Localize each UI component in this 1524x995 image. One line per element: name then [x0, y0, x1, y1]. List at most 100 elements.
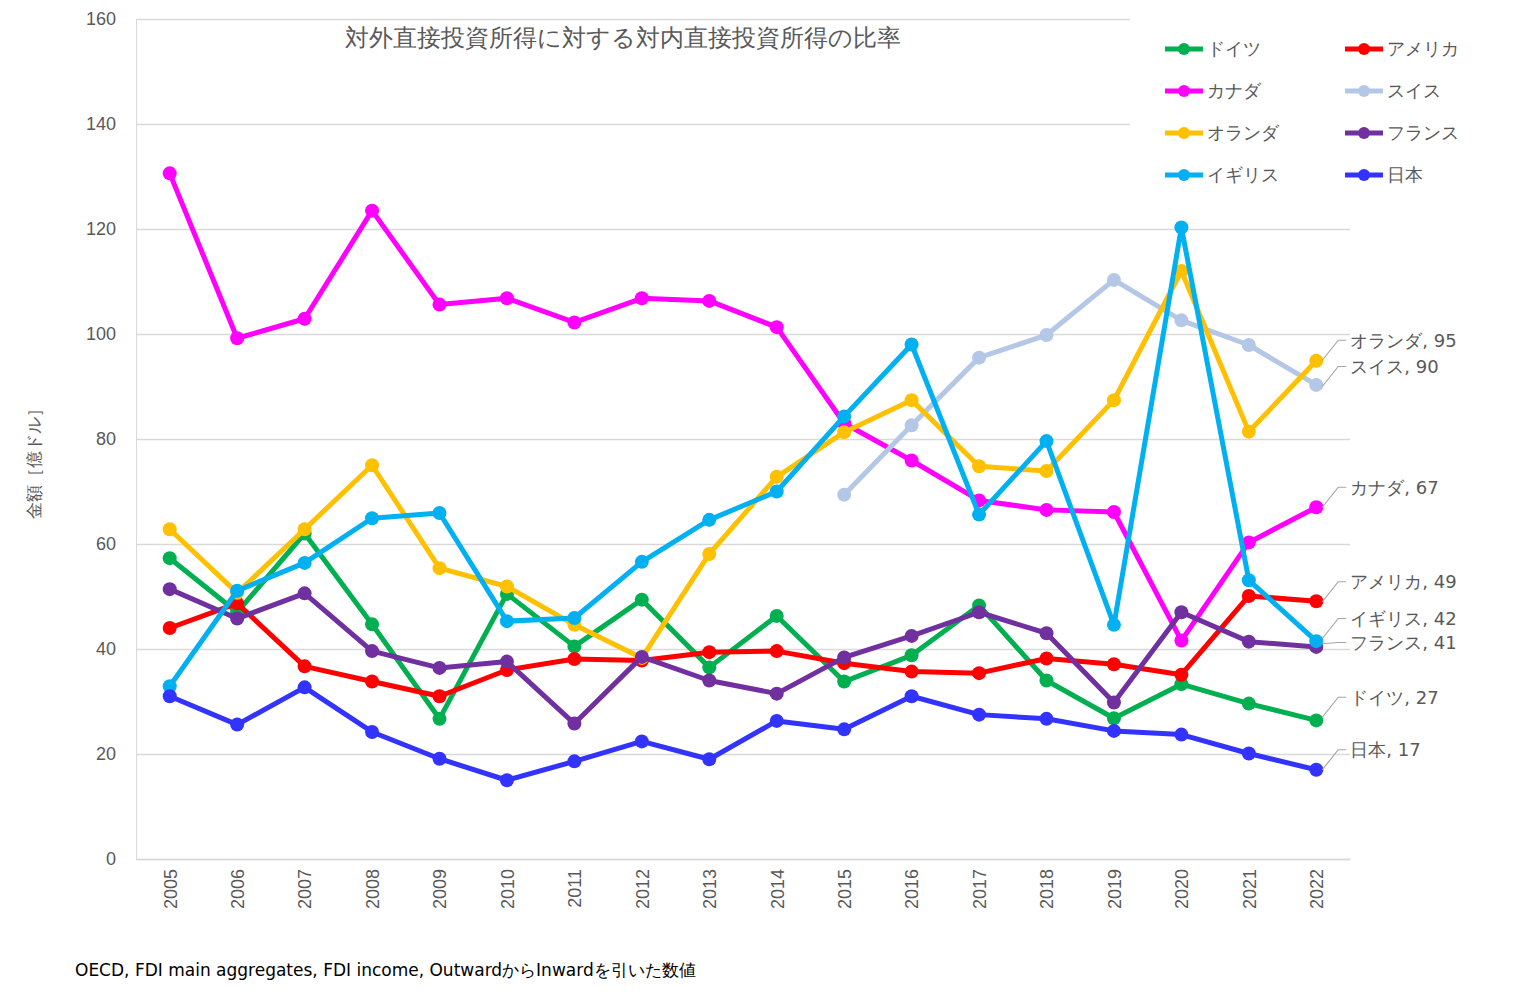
point-marker	[163, 166, 177, 180]
point-marker	[500, 291, 514, 305]
point-marker	[905, 665, 919, 679]
point-marker	[837, 409, 851, 423]
point-marker	[365, 617, 379, 631]
leader-line	[1322, 750, 1346, 770]
x-tick-label: 2012	[633, 869, 653, 909]
x-tick: 2015	[835, 859, 855, 909]
point-marker	[702, 513, 716, 527]
annotations: オランダ, 95スイス, 90カナダ, 67アメリカ, 49イギリス, 42フラ…	[1322, 330, 1456, 770]
point-marker	[972, 605, 986, 619]
grid-line	[136, 754, 1350, 755]
x-tick: 2016	[902, 859, 922, 909]
x-tick-label: 2007	[295, 869, 315, 909]
point-marker	[567, 754, 581, 768]
y-tick: 120	[86, 219, 1350, 239]
point-marker	[1309, 634, 1323, 648]
point-marker	[298, 586, 312, 600]
x-tick-label: 2017	[970, 869, 990, 909]
point-marker	[1242, 338, 1256, 352]
point-marker	[433, 506, 447, 520]
point-marker	[1107, 724, 1121, 738]
point-marker	[702, 752, 716, 766]
series-line	[170, 173, 1317, 640]
series	[163, 527, 1324, 728]
legend-marker	[1178, 85, 1190, 97]
point-marker	[1107, 711, 1121, 725]
point-marker	[298, 680, 312, 694]
point-marker	[1242, 697, 1256, 711]
point-marker	[433, 561, 447, 575]
legend-label: カナダ	[1207, 80, 1262, 101]
y-tick: 0	[106, 849, 1350, 869]
point-marker	[770, 714, 784, 728]
legend-item: アメリカ	[1345, 38, 1459, 59]
point-marker	[1309, 594, 1323, 608]
end-label: ドイツ, 27	[1350, 687, 1438, 708]
series	[163, 220, 1324, 693]
point-marker	[635, 291, 649, 305]
point-marker	[1242, 746, 1256, 760]
series	[163, 680, 1324, 787]
point-marker	[433, 298, 447, 312]
x-tick-label: 2005	[161, 869, 181, 909]
point-marker	[433, 661, 447, 675]
point-marker	[770, 687, 784, 701]
x-tick: 2014	[768, 859, 788, 909]
point-marker	[298, 312, 312, 326]
y-tick-label: 40	[96, 639, 116, 659]
point-marker	[1174, 634, 1188, 648]
x-tick: 2013	[700, 859, 720, 909]
y-tick: 80	[96, 429, 1350, 449]
point-marker	[1040, 464, 1054, 478]
point-marker	[1040, 503, 1054, 517]
point-marker	[365, 511, 379, 525]
end-label: フランス, 41	[1350, 632, 1456, 653]
y-tick-label: 20	[96, 744, 116, 764]
x-tick-label: 2010	[498, 869, 518, 909]
point-marker	[770, 644, 784, 658]
y-tick-label: 60	[96, 534, 116, 554]
point-marker	[1174, 220, 1188, 234]
point-marker	[905, 689, 919, 703]
legend-item: カナダ	[1165, 80, 1262, 101]
series-line	[844, 280, 1316, 495]
point-marker	[1040, 434, 1054, 448]
y-tick-label: 120	[86, 219, 116, 239]
point-marker	[1040, 712, 1054, 726]
leader-line	[1322, 619, 1346, 639]
x-tick-label: 2006	[228, 869, 248, 909]
point-marker	[905, 393, 919, 407]
y-axis-title: 金額［億ドル］	[24, 400, 44, 519]
x-tick-label: 2021	[1240, 869, 1260, 909]
point-marker	[1242, 573, 1256, 587]
end-label: スイス, 90	[1350, 356, 1438, 377]
point-marker	[1174, 605, 1188, 619]
legend-item: ドイツ	[1165, 38, 1261, 59]
legend-label: 日本	[1387, 164, 1423, 185]
end-label: アメリカ, 49	[1350, 571, 1456, 592]
point-marker	[1242, 425, 1256, 439]
point-marker	[1174, 313, 1188, 327]
point-marker	[702, 294, 716, 308]
series-line	[170, 227, 1317, 686]
point-marker	[905, 338, 919, 352]
source-note: OECD, FDI main aggregates, FDI income, O…	[75, 960, 696, 980]
chart: 0204060801001201401602005200620072008200…	[0, 0, 1524, 995]
leader-line	[1322, 582, 1346, 602]
point-marker	[1040, 674, 1054, 688]
point-marker	[837, 425, 851, 439]
point-marker	[1174, 668, 1188, 682]
point-marker	[298, 659, 312, 673]
x-tick: 2019	[1105, 859, 1125, 909]
x-axis: 2005200620072008200920102011201220132014…	[137, 859, 1351, 909]
x-tick: 2009	[430, 859, 450, 909]
legend-label: ドイツ	[1207, 38, 1261, 59]
x-tick-label: 2018	[1037, 869, 1057, 909]
end-label: オランダ, 95	[1350, 330, 1456, 351]
point-marker	[1107, 505, 1121, 519]
point-marker	[230, 331, 244, 345]
legend-label: イギリス	[1207, 164, 1279, 185]
point-marker	[1107, 393, 1121, 407]
point-marker	[163, 582, 177, 596]
point-marker	[298, 522, 312, 536]
